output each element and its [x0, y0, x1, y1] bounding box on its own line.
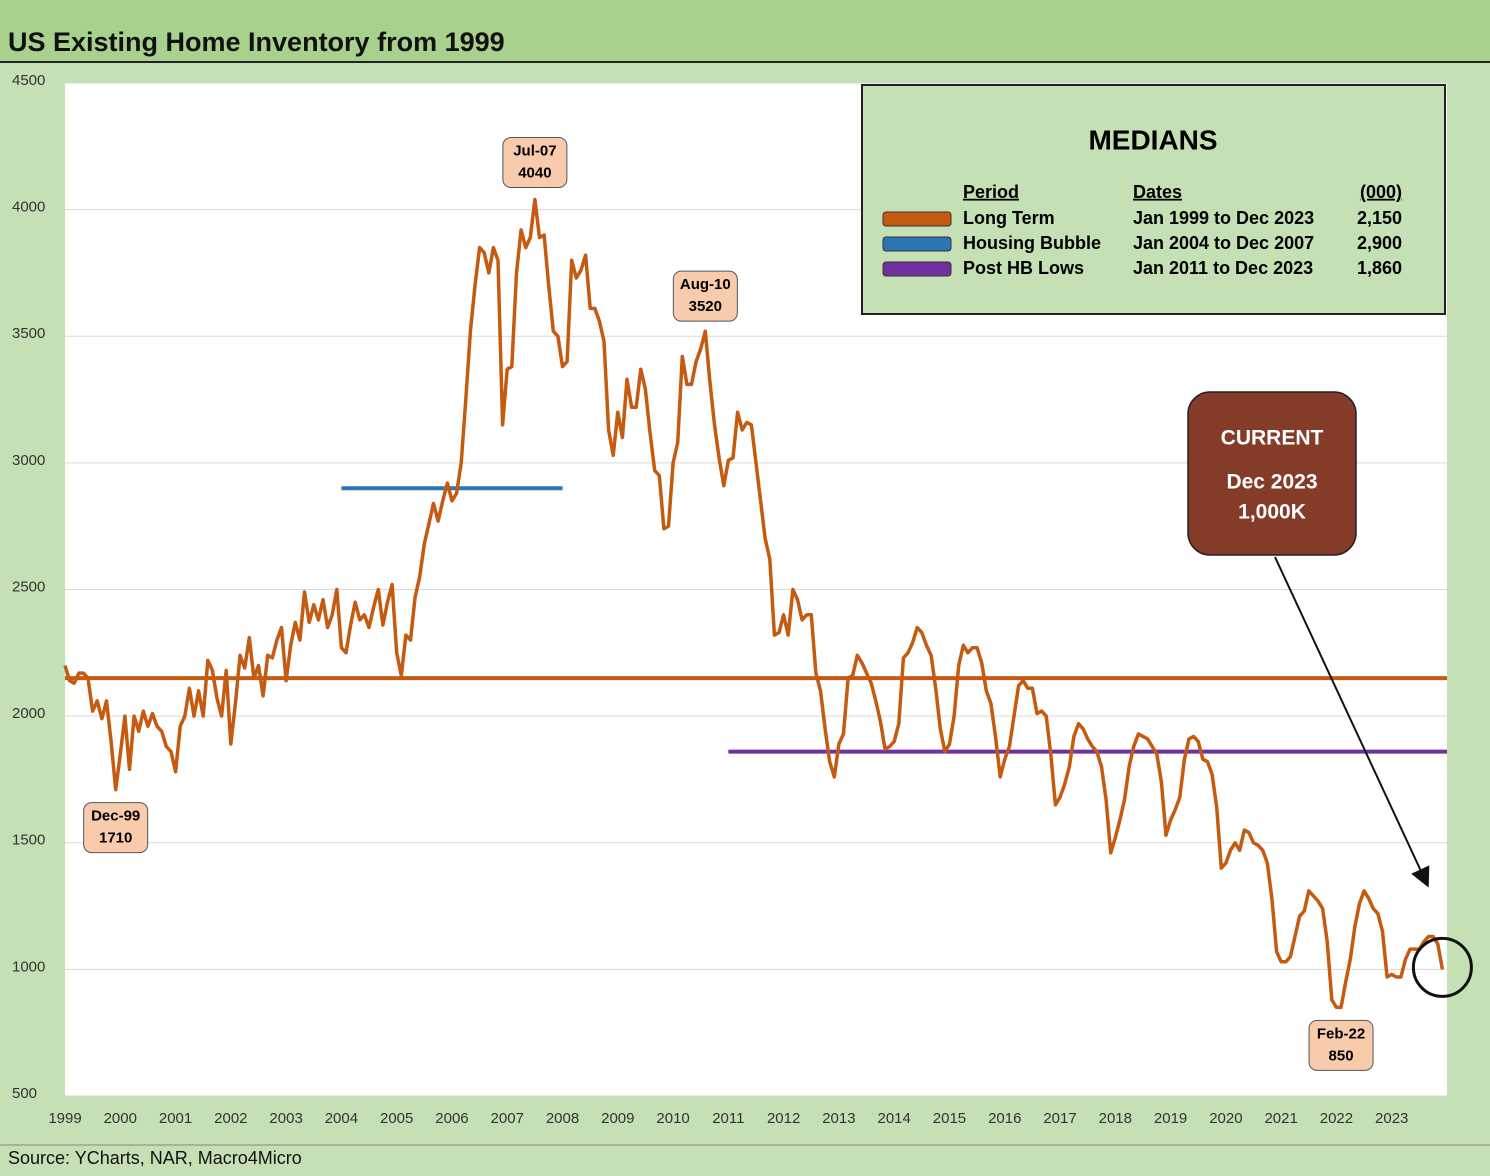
x-tick-label: 2008 — [546, 1110, 579, 1127]
y-tick-label: 4500 — [12, 72, 45, 89]
current-date: Dec 2023 — [1226, 471, 1317, 494]
x-tick-label: 2012 — [767, 1110, 800, 1127]
x-tick-label: 2000 — [104, 1110, 137, 1127]
legend-value: 1,860 — [1357, 258, 1402, 278]
callout: Aug-10 3520 — [672, 270, 738, 322]
x-tick-label: 2018 — [1099, 1110, 1132, 1127]
x-tick-label: 2001 — [159, 1110, 192, 1127]
x-tick-label: 2015 — [933, 1110, 966, 1127]
legend-swatch — [882, 261, 952, 277]
legend-period: Long Term — [963, 208, 1055, 228]
legend-dates: Jan 2004 to Dec 2007 — [1133, 233, 1314, 253]
current-box — [1187, 391, 1357, 556]
callout: Feb-22 850 — [1308, 1019, 1374, 1071]
callout: Dec-99 1710 — [83, 802, 149, 854]
x-tick-label: 2009 — [601, 1110, 634, 1127]
callout-date: Aug-10 — [680, 276, 731, 293]
legend-dates: Jan 1999 to Dec 2023 — [1133, 208, 1314, 228]
chart-title: US Existing Home Inventory from 1999 — [8, 27, 505, 57]
legend-period: Housing Bubble — [963, 233, 1101, 253]
x-tick-label: 2017 — [1043, 1110, 1076, 1127]
callout-value: 850 — [1329, 1047, 1354, 1064]
callout-box — [672, 270, 738, 322]
callout-box — [83, 802, 149, 854]
x-tick-label: 2004 — [325, 1110, 358, 1127]
callout-value: 4040 — [518, 164, 551, 181]
y-tick-label: 500 — [12, 1085, 37, 1102]
x-tick-label: 2010 — [656, 1110, 689, 1127]
callout-date: Jul-07 — [513, 142, 556, 159]
x-tick-label: 2020 — [1209, 1110, 1242, 1127]
legend-header: (000) — [1360, 182, 1402, 202]
legend-title: MEDIANS — [1088, 124, 1217, 155]
x-tick-label: 2022 — [1320, 1110, 1353, 1127]
x-tick-label: 2002 — [214, 1110, 247, 1127]
callout-box — [1308, 1019, 1374, 1071]
y-tick-label: 4000 — [12, 199, 45, 216]
current-title: CURRENT — [1221, 427, 1324, 450]
x-tick-label: 2021 — [1264, 1110, 1297, 1127]
y-tick-label: 3000 — [12, 452, 45, 469]
callout: Jul-07 4040 — [502, 136, 568, 188]
y-tick-label: 1000 — [12, 958, 45, 975]
title-bar — [0, 0, 1490, 62]
medians-legend: MEDIANS Period Dates (000) Long Term Jan 1999… — [861, 84, 1446, 315]
callout-box — [502, 136, 568, 188]
legend-value: 2,900 — [1357, 233, 1402, 253]
data-line — [63, 197, 1445, 1010]
source: Source: YCharts, NAR, Macro4Micro — [8, 1148, 302, 1168]
x-tick-label: 2023 — [1375, 1110, 1408, 1127]
current-value: 1,000K — [1238, 501, 1306, 524]
legend-value: 2,150 — [1357, 208, 1402, 228]
callout-date: Feb-22 — [1317, 1025, 1365, 1042]
x-tick-label: 2019 — [1154, 1110, 1187, 1127]
legend-period: Post HB Lows — [963, 258, 1084, 278]
legend-swatch — [882, 236, 952, 252]
y-tick-label: 2000 — [12, 705, 45, 722]
x-tick-label: 2016 — [988, 1110, 1021, 1127]
current-circle — [1411, 936, 1473, 998]
y-tick-label: 3500 — [12, 325, 45, 342]
callout-value: 3520 — [689, 298, 722, 315]
x-tick-label: 2003 — [269, 1110, 302, 1127]
x-tick-label: 2013 — [822, 1110, 855, 1127]
x-tick-label: 1999 — [48, 1110, 81, 1127]
x-tick-label: 2005 — [380, 1110, 413, 1127]
x-tick-label: 2007 — [491, 1110, 524, 1127]
legend-swatch — [882, 211, 952, 227]
x-tick-label: 2006 — [435, 1110, 468, 1127]
y-tick-label: 1500 — [12, 832, 45, 849]
legend-box — [861, 84, 1446, 315]
legend-header: Dates — [1133, 182, 1182, 202]
x-tick-label: 2011 — [712, 1110, 744, 1127]
callout-value: 1710 — [99, 830, 132, 847]
legend-dates: Jan 2011 to Dec 2023 — [1133, 258, 1313, 278]
y-tick-label: 2500 — [12, 578, 45, 595]
x-tick-label: 2014 — [878, 1110, 911, 1127]
callout-date: Dec-99 — [91, 808, 140, 825]
arrow — [1274, 556, 1430, 888]
legend-header: Period — [963, 182, 1019, 202]
current-callout: CURRENT Dec 2023 1,000K — [1187, 391, 1357, 556]
